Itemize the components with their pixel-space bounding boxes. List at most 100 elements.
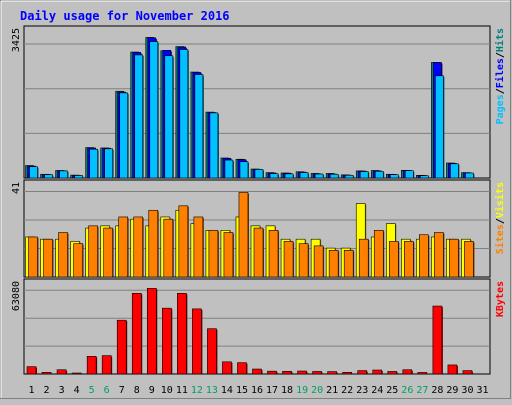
bar-pages-day-6 xyxy=(104,148,113,179)
bar-pages-day-20 xyxy=(314,173,324,179)
chart-title: Daily usage for November 2016 xyxy=(20,9,230,23)
bar-pages-day-23 xyxy=(359,171,369,179)
bar-pages-day-3 xyxy=(59,170,68,179)
bar-kbytes-day-22 xyxy=(342,372,352,375)
x-label-day-26: 26 xyxy=(401,385,413,396)
bar-sites-day-27 xyxy=(419,234,429,278)
legend-entry: Hits xyxy=(494,28,506,52)
x-label-day-22: 22 xyxy=(341,385,353,396)
bar-kbytes-day-7 xyxy=(116,319,127,375)
legend-entry: Files xyxy=(494,58,506,88)
x-label-day-25: 25 xyxy=(386,385,398,396)
bar-pages-day-28 xyxy=(435,75,444,179)
bar-kbytes-day-23 xyxy=(357,370,368,375)
x-label-day-4: 4 xyxy=(74,385,80,396)
bar-sites-day-17 xyxy=(268,229,279,278)
bar-kbytes-day-20 xyxy=(312,371,322,375)
bar-sites-day-29 xyxy=(449,238,459,278)
bar-kbytes-day-8 xyxy=(131,293,142,375)
bar-kbytes-day-6 xyxy=(101,355,112,375)
bar-sites-day-6 xyxy=(103,227,113,278)
x-label-day-20: 20 xyxy=(311,385,323,396)
bar-kbytes-day-2 xyxy=(41,372,52,375)
x-label-day-28: 28 xyxy=(431,385,443,396)
bar-sites-day-11 xyxy=(178,205,189,278)
bar-kbytes-day-27 xyxy=(417,372,428,375)
bar-sites-day-18 xyxy=(283,241,294,278)
panel-visits-sites: 41 Sites/Visits xyxy=(11,179,506,278)
bar-kbytes-day-28 xyxy=(432,305,443,375)
bar-sites-day-23 xyxy=(358,238,369,278)
bar-kbytes-day-25 xyxy=(387,371,398,375)
bar-kbytes-day-4 xyxy=(71,372,82,375)
bar-pages-day-12 xyxy=(194,74,204,179)
legend-entry: Visits xyxy=(494,182,506,218)
y-max-label: 41 xyxy=(11,182,22,194)
x-label-day-8: 8 xyxy=(134,385,140,396)
x-label-day-2: 2 xyxy=(44,385,50,396)
x-label-day-5: 5 xyxy=(89,385,95,396)
bar-sites-day-3 xyxy=(58,232,68,278)
legend-kbytes: KBytes xyxy=(495,281,506,317)
bar-pages-day-1 xyxy=(29,166,38,179)
legend-entry: Pages xyxy=(495,94,506,124)
bar-pages-day-10 xyxy=(164,55,174,179)
x-label-day-27: 27 xyxy=(416,385,428,396)
bar-kbytes-day-1 xyxy=(26,366,37,375)
x-label-day-21: 21 xyxy=(326,385,338,396)
bar-kbytes-day-17 xyxy=(267,370,277,375)
bar-pages-day-21 xyxy=(329,173,339,179)
x-label-day-12: 12 xyxy=(191,385,203,396)
bar-sites-day-30 xyxy=(464,241,474,278)
x-label-day-31: 31 xyxy=(476,385,488,396)
series-sites xyxy=(28,192,475,278)
x-label-day-14: 14 xyxy=(221,385,233,396)
legend-entry: / xyxy=(495,218,506,224)
x-label-day-16: 16 xyxy=(251,385,263,396)
legend-entry: / xyxy=(495,88,506,94)
bar-sites-day-4 xyxy=(73,243,83,278)
bar-kbytes-day-21 xyxy=(327,371,337,375)
bar-sites-day-8 xyxy=(133,216,144,278)
bar-sites-day-10 xyxy=(163,218,174,278)
bar-sites-day-28 xyxy=(434,232,444,278)
bar-kbytes-day-13 xyxy=(207,328,217,375)
x-label-day-10: 10 xyxy=(161,385,173,396)
bar-pages-day-5 xyxy=(89,148,98,179)
bar-sites-day-14 xyxy=(223,232,234,278)
bar-pages-day-19 xyxy=(299,172,309,179)
bar-pages-day-11 xyxy=(179,49,189,179)
bar-sites-day-1 xyxy=(28,236,38,278)
bar-pages-day-25 xyxy=(389,174,399,179)
bar-kbytes-day-19 xyxy=(297,370,307,375)
bar-sites-day-5 xyxy=(88,225,98,278)
bar-pages-day-17 xyxy=(269,173,279,179)
legend-visits-sites: Sites/Visits xyxy=(494,182,506,254)
bar-sites-day-25 xyxy=(388,241,399,278)
bar-pages-day-14 xyxy=(224,159,234,179)
panel-kbytes: 63080 KBytes xyxy=(11,278,506,375)
bar-kbytes-day-16 xyxy=(252,368,262,375)
bar-sites-day-2 xyxy=(43,238,53,278)
bar-sites-day-24 xyxy=(373,229,384,278)
y-max-label: 63080 xyxy=(11,281,22,311)
y-max-label: 3425 xyxy=(11,28,22,52)
bar-kbytes-day-3 xyxy=(56,369,67,375)
bar-kbytes-day-30 xyxy=(462,370,473,375)
bar-sites-day-21 xyxy=(328,250,339,278)
bar-pages-day-16 xyxy=(254,169,264,179)
bar-sites-day-9 xyxy=(148,209,159,278)
bar-kbytes-day-10 xyxy=(162,307,172,375)
x-label-day-7: 7 xyxy=(119,385,125,396)
bar-sites-day-7 xyxy=(118,216,129,278)
x-label-day-18: 18 xyxy=(281,385,293,396)
x-label-day-17: 17 xyxy=(266,385,278,396)
bar-sites-day-20 xyxy=(313,245,324,278)
bar-sites-day-19 xyxy=(298,243,309,278)
panel-frame xyxy=(23,278,491,375)
series-pages xyxy=(29,41,475,179)
